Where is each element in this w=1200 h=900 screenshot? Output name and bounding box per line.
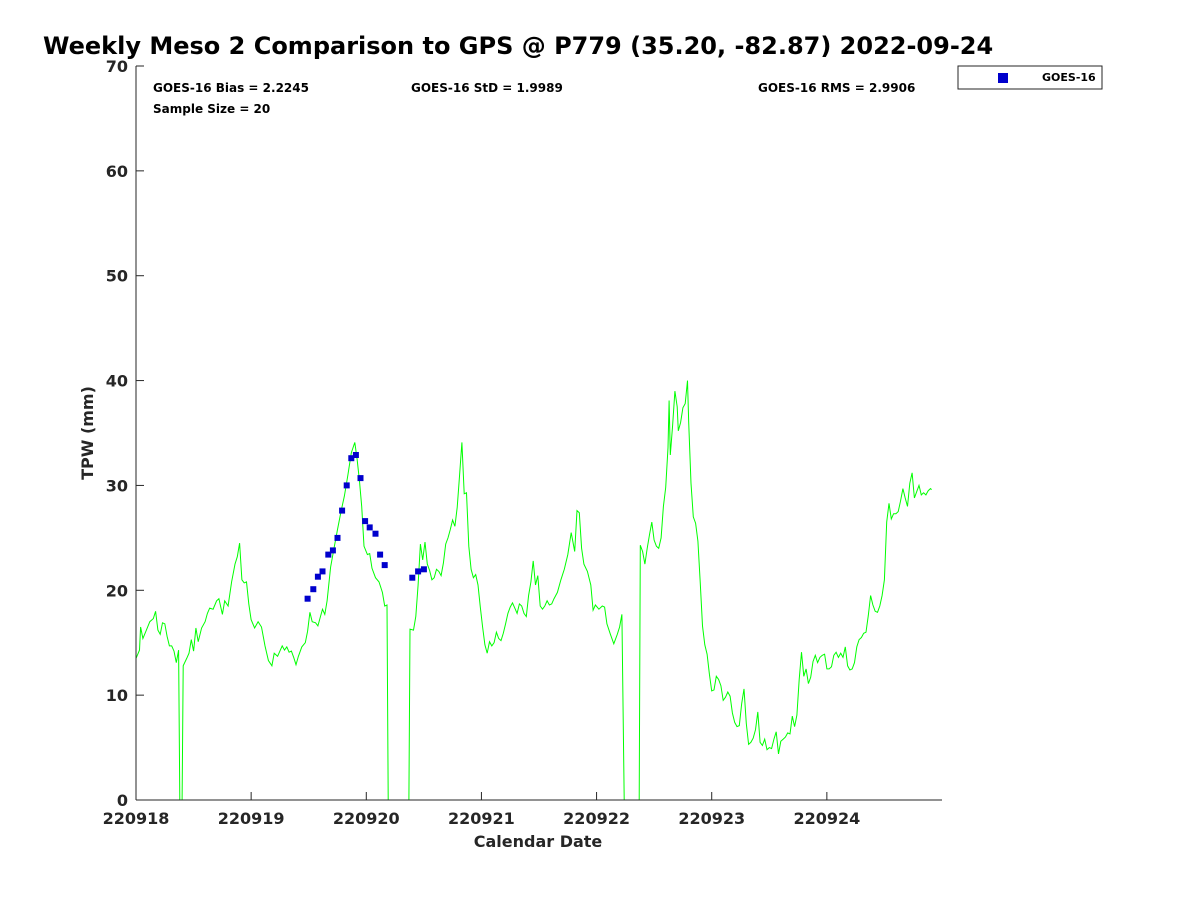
legend-label-goes16: GOES-16 <box>1042 71 1096 84</box>
y-tick-label: 70 <box>106 57 128 76</box>
goes16-point <box>325 551 332 558</box>
goes16-point <box>381 562 388 569</box>
legend-marker-goes16 <box>998 73 1008 83</box>
plot-data <box>135 380 932 801</box>
legend: GOES-16 <box>957 65 1103 90</box>
y-tick-label: 50 <box>106 267 128 286</box>
x-tick-label: 220920 <box>333 809 400 828</box>
goes16-point <box>357 475 364 482</box>
x-tick-label: 220918 <box>103 809 170 828</box>
goes16-point <box>334 534 341 541</box>
bias-annotation: GOES-16 Bias = 2.2245 <box>153 81 309 95</box>
y-tick-label: 0 <box>117 791 128 810</box>
x-tick-label: 220923 <box>678 809 745 828</box>
std-annotation: GOES-16 StD = 1.9989 <box>411 81 563 95</box>
y-tick-label: 60 <box>106 162 128 181</box>
plot-axes: 0 10 20 30 40 50 60 70 220918 220919 220920 220921 2… <box>103 57 942 828</box>
goes16-point <box>409 574 416 581</box>
x-tick-label: 220924 <box>793 809 860 828</box>
goes16-point <box>352 452 359 458</box>
stats-annotations: GOES-16 Bias = 2.2245 GOES-16 StD = 1.99… <box>153 81 915 116</box>
legend-box <box>957 65 1103 90</box>
goes16-point <box>372 530 379 537</box>
goes16-point <box>314 573 321 580</box>
goes16-point <box>319 568 326 575</box>
x-tick-label: 220921 <box>448 809 515 828</box>
goes16-point <box>304 595 311 602</box>
sample-size-annotation: Sample Size = 20 <box>153 102 270 116</box>
goes16-point <box>415 568 422 575</box>
y-axis-label: TPW (mm) <box>78 386 97 480</box>
x-tick-label: 220922 <box>563 809 630 828</box>
goes16-point <box>348 455 355 462</box>
goes16-point <box>377 551 384 558</box>
rms-annotation: GOES-16 RMS = 2.9906 <box>758 81 915 95</box>
goes16-point <box>366 524 373 531</box>
y-tick-label: 10 <box>106 686 128 705</box>
x-tick-label: 220919 <box>218 809 285 828</box>
y-tick-label: 30 <box>106 476 128 495</box>
goes16-point <box>310 586 317 593</box>
y-tick-label: 20 <box>106 581 128 600</box>
goes16-point <box>329 547 336 554</box>
series-line-gps <box>135 380 932 801</box>
chart-title: Weekly Meso 2 Comparison to GPS @ P779 (… <box>43 32 993 60</box>
goes16-point <box>343 482 350 489</box>
x-axis-label: Calendar Date <box>474 832 603 851</box>
y-tick-label: 40 <box>106 372 128 391</box>
goes16-point <box>362 518 369 525</box>
goes16-point <box>339 507 346 514</box>
goes16-point <box>420 566 427 573</box>
